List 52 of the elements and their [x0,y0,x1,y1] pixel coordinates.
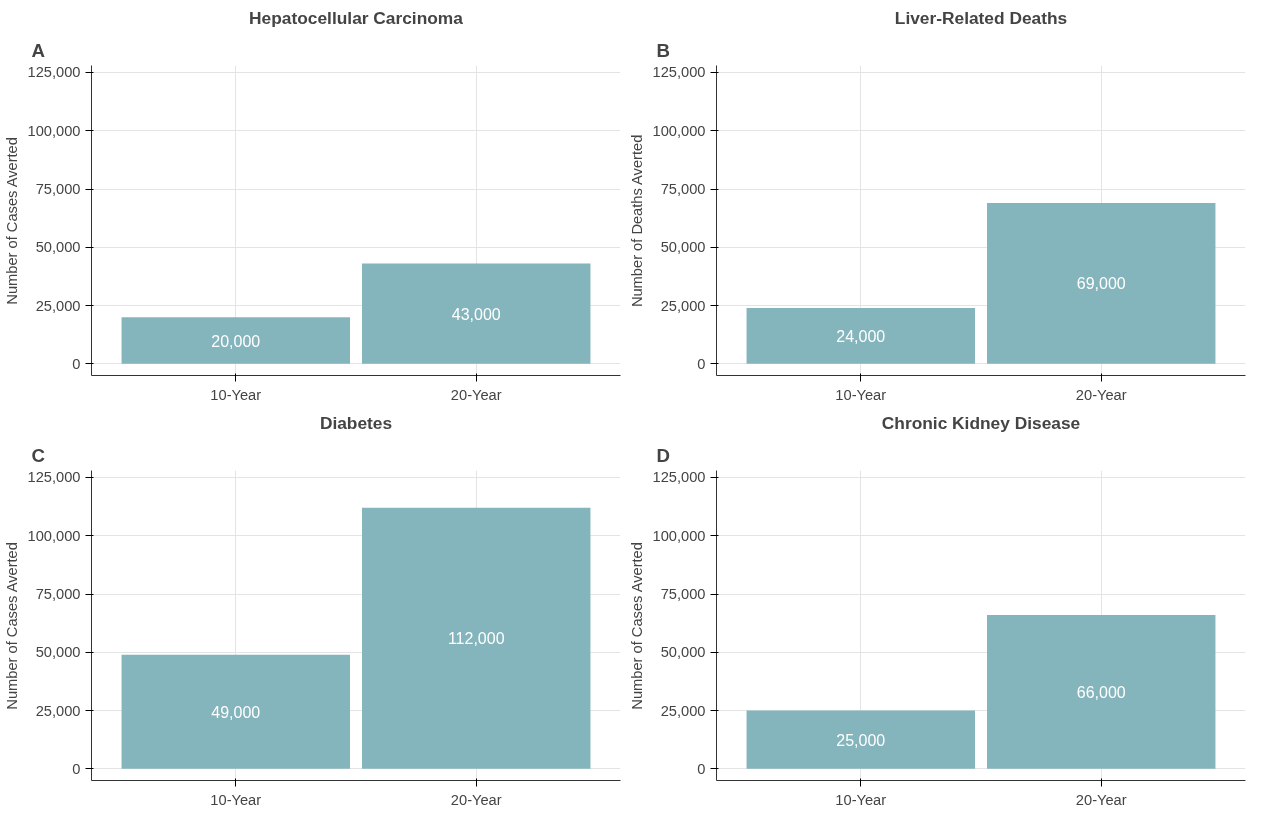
data-label: 69,000 [1076,275,1126,293]
y-tick-label: 75,000 [660,586,706,603]
y-tick-label: 100,000 [652,527,706,544]
chart-title: Diabetes [319,412,393,433]
y-tick-label: 125,000 [27,64,81,81]
x-tick-label: 20-Year [450,791,502,808]
y-tick-label: 125,000 [27,469,81,486]
data-label: 20,000 [211,332,261,350]
y-tick-label: 50,000 [660,239,706,256]
data-label: 25,000 [836,731,886,749]
y-tick-label: 25,000 [35,297,81,314]
x-tick-label: 20-Year [1075,386,1127,403]
y-tick-label: 75,000 [35,181,81,198]
text: A [31,39,45,61]
y-tick-label: 50,000 [660,644,706,661]
y-axis-title: Number of Cases Averted [3,137,20,305]
chart-title: Hepatocellular Carcinoma [249,7,464,28]
x-tick-label: 10-Year [210,791,262,808]
y-tick-label: 125,000 [652,469,706,486]
y-tick-label: 25,000 [660,702,706,719]
data-label: 49,000 [211,703,261,721]
y-tick-label: 75,000 [35,586,81,603]
x-tick-label: 10-Year [835,791,887,808]
y-tick-label: 0 [72,355,81,372]
y-tick-label: 25,000 [35,702,81,719]
y-tick-label: 100,000 [652,122,706,139]
chart-title: Liver-Related Deaths [894,7,1068,28]
text: C [31,444,45,466]
data-label: 66,000 [1076,683,1126,701]
y-tick-label: 0 [697,355,706,372]
y-tick-label: 100,000 [27,527,81,544]
data-label: 24,000 [836,327,886,345]
data-label: 112,000 [447,630,505,648]
x-tick-label: 20-Year [450,386,502,403]
x-tick-label: 20-Year [1075,791,1127,808]
text: D [656,444,670,466]
y-tick-label: 25,000 [660,297,706,314]
text: B [656,39,670,61]
y-tick-label: 75,000 [660,181,706,198]
x-tick-label: 10-Year [835,386,887,403]
y-tick-label: 50,000 [35,239,81,256]
data-label: 43,000 [451,305,501,323]
y-tick-label: 100,000 [27,122,81,139]
y-axis-title: Number of Cases Averted [3,542,20,710]
y-axis-title: Number of Deaths Averted [628,134,645,308]
y-tick-label: 0 [697,760,706,777]
chart-title: Chronic Kidney Disease [881,412,1081,433]
x-tick-label: 10-Year [210,386,262,403]
y-axis-title: Number of Cases Averted [628,542,645,710]
y-tick-label: 0 [72,760,81,777]
y-tick-label: 50,000 [35,644,81,661]
y-tick-label: 125,000 [652,64,706,81]
